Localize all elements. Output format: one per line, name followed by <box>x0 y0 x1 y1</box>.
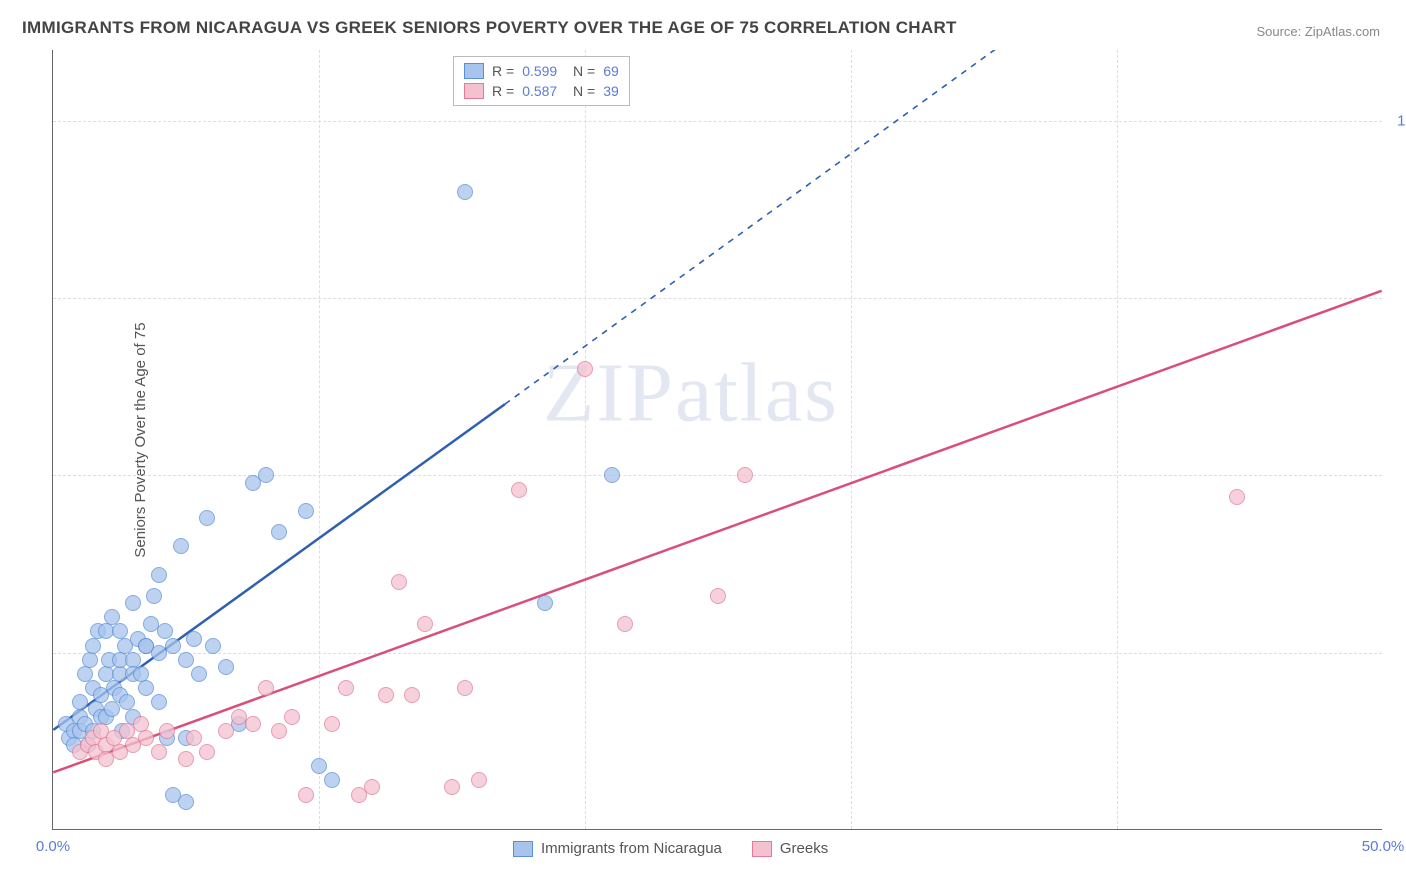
data-point <box>284 709 300 725</box>
gridline-vertical <box>585 50 586 829</box>
plot-area: Seniors Poverty Over the Age of 75 ZIPat… <box>52 50 1382 830</box>
data-point <box>104 701 120 717</box>
stats-r-value: 0.599 <box>522 63 557 79</box>
stats-r-label: R = <box>492 83 514 99</box>
stats-n-label: N = <box>565 63 595 79</box>
gridline-vertical <box>1117 50 1118 829</box>
data-point <box>511 482 527 498</box>
gridline-horizontal <box>53 121 1382 122</box>
data-point <box>457 184 473 200</box>
data-point <box>173 538 189 554</box>
data-point <box>324 772 340 788</box>
data-point <box>391 574 407 590</box>
stats-n-value: 39 <box>603 83 619 99</box>
bottom-legend: Immigrants from Nicaragua Greeks <box>513 840 828 857</box>
trend-line-solid <box>53 291 1381 773</box>
data-point <box>159 723 175 739</box>
chart-container: IMMIGRANTS FROM NICARAGUA VS GREEK SENIO… <box>0 0 1406 892</box>
data-point <box>178 652 194 668</box>
stats-row: R = 0.599 N = 69 <box>464 61 619 81</box>
data-point <box>298 787 314 803</box>
legend-swatch <box>752 841 772 857</box>
data-point <box>577 361 593 377</box>
stats-r-label: R = <box>492 63 514 79</box>
data-point <box>617 616 633 632</box>
data-point <box>324 716 340 732</box>
legend-swatch <box>464 83 484 99</box>
data-point <box>151 744 167 760</box>
data-point <box>457 680 473 696</box>
stats-r-value: 0.587 <box>522 83 557 99</box>
data-point <box>404 687 420 703</box>
x-tick-label: 0.0% <box>36 838 70 855</box>
data-point <box>151 567 167 583</box>
gridline-horizontal <box>53 298 1382 299</box>
gridline-horizontal <box>53 653 1382 654</box>
data-point <box>258 467 274 483</box>
gridline-vertical <box>319 50 320 829</box>
data-point <box>271 524 287 540</box>
legend-label: Greeks <box>780 840 828 857</box>
data-point <box>138 730 154 746</box>
legend-swatch <box>464 63 484 79</box>
legend-label: Immigrants from Nicaragua <box>541 840 722 857</box>
legend-swatch <box>513 841 533 857</box>
data-point <box>165 638 181 654</box>
data-point <box>146 588 162 604</box>
stats-n-label: N = <box>565 83 595 99</box>
data-point <box>186 631 202 647</box>
data-point <box>178 794 194 810</box>
data-point <box>444 779 460 795</box>
data-point <box>199 744 215 760</box>
source-attribution: Source: ZipAtlas.com <box>1256 24 1380 39</box>
data-point <box>151 694 167 710</box>
stats-legend-box: R = 0.599 N = 69R = 0.587 N = 39 <box>453 56 630 106</box>
data-point <box>178 751 194 767</box>
watermark: ZIPatlas <box>543 344 839 441</box>
data-point <box>82 652 98 668</box>
data-point <box>218 659 234 675</box>
legend-item: Greeks <box>752 840 828 857</box>
chart-title: IMMIGRANTS FROM NICARAGUA VS GREEK SENIO… <box>22 18 957 38</box>
data-point <box>1229 489 1245 505</box>
data-point <box>737 467 753 483</box>
stats-n-value: 69 <box>603 63 619 79</box>
data-point <box>311 758 327 774</box>
data-point <box>205 638 221 654</box>
data-point <box>604 467 620 483</box>
data-point <box>138 680 154 696</box>
data-point <box>85 638 101 654</box>
y-tick-label: 100.0% <box>1397 112 1406 129</box>
data-point <box>258 680 274 696</box>
data-point <box>199 510 215 526</box>
data-point <box>72 694 88 710</box>
data-point <box>271 723 287 739</box>
data-point <box>245 716 261 732</box>
stats-row: R = 0.587 N = 39 <box>464 81 619 101</box>
data-point <box>378 687 394 703</box>
data-point <box>471 772 487 788</box>
x-tick-label: 50.0% <box>1362 838 1405 855</box>
data-point <box>125 595 141 611</box>
data-point <box>537 595 553 611</box>
data-point <box>417 616 433 632</box>
gridline-vertical <box>851 50 852 829</box>
data-point <box>338 680 354 696</box>
data-point <box>298 503 314 519</box>
data-point <box>710 588 726 604</box>
data-point <box>218 723 234 739</box>
data-point <box>186 730 202 746</box>
trend-lines <box>53 50 1382 829</box>
data-point <box>191 666 207 682</box>
y-axis-title: Seniors Poverty Over the Age of 75 <box>132 322 149 557</box>
legend-item: Immigrants from Nicaragua <box>513 840 722 857</box>
data-point <box>364 779 380 795</box>
